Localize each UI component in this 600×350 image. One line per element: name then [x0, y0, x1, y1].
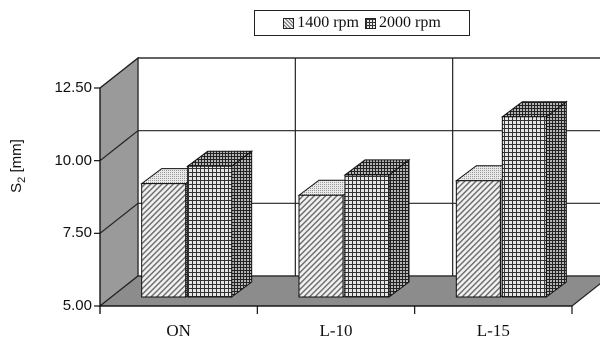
side-gridline-12.50 — [99, 57, 139, 89]
x-tick-label-l-10: L-10 — [319, 321, 353, 340]
bar-front-face — [187, 165, 233, 298]
side-gridline-7.50 — [99, 202, 139, 234]
x-tick-label-on: ON — [166, 321, 191, 340]
y-axis-label-main: S — [8, 182, 25, 193]
bar-side-face — [231, 150, 253, 298]
y-axis-label-unit: [mm] — [8, 139, 25, 177]
x-tick-label-l-15: L-15 — [476, 321, 510, 340]
bar-front-face — [141, 183, 187, 298]
y-tick-label-10.00: 10.00 — [54, 151, 92, 169]
legend-item-1400: 1400 rpm — [283, 14, 359, 32]
y-axis-label: S2 [mm] — [6, 111, 28, 221]
side-wall — [99, 56, 139, 308]
y-tick-label-7.50: 7.50 — [62, 224, 92, 242]
bar-l-10-2000-rpm — [343, 158, 411, 298]
legend-label-2000: 2000 rpm — [379, 14, 441, 31]
bar-front-face — [501, 116, 547, 298]
bar-front-face — [298, 194, 344, 298]
bar-on-2000-rpm — [186, 150, 254, 298]
y-tick-label-5.00: 5.00 — [62, 297, 92, 314]
y-tick-label-12.50: 12.50 — [54, 79, 92, 96]
legend-item-2000: 2000 rpm — [365, 14, 441, 32]
legend-swatch-diagonal-icon — [283, 17, 295, 29]
chart-legend: 1400 rpm 2000 rpm — [254, 10, 470, 36]
y-axis-label-subscript: 2 — [16, 176, 28, 183]
bar-front-face — [344, 174, 390, 298]
legend-swatch-grid-icon — [365, 17, 376, 29]
bar-front-face — [455, 180, 501, 298]
bar-side-face — [388, 158, 410, 298]
bar-l-15-2000-rpm — [500, 100, 568, 298]
bar-side-face — [545, 100, 567, 298]
side-gridline-10.00 — [99, 130, 139, 162]
legend-label-1400: 1400 rpm — [297, 14, 359, 31]
